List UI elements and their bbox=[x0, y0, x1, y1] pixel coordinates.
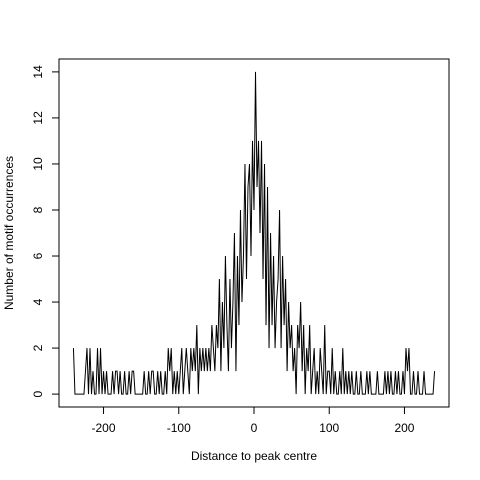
y-axis-label: Number of motif occurrences bbox=[2, 156, 16, 310]
y-tick-label: 6 bbox=[31, 252, 45, 259]
x-tick-label: -200 bbox=[92, 421, 116, 435]
x-tick-label: 100 bbox=[319, 421, 339, 435]
y-tick-label: 10 bbox=[31, 157, 45, 171]
x-tick-label: -100 bbox=[167, 421, 191, 435]
y-tick-label: 12 bbox=[31, 111, 45, 125]
y-tick-label: 8 bbox=[31, 206, 45, 213]
y-tick-label: 0 bbox=[31, 390, 45, 397]
data-line bbox=[72, 71, 436, 395]
y-tick-label: 4 bbox=[31, 298, 45, 305]
y-tick-label: 14 bbox=[31, 65, 45, 79]
x-tick-label: 0 bbox=[251, 421, 258, 435]
x-tick-label: 200 bbox=[394, 421, 414, 435]
plot-box bbox=[58, 58, 450, 408]
y-tick-label: 2 bbox=[31, 344, 45, 351]
x-axis-label: Distance to peak centre bbox=[191, 449, 317, 463]
